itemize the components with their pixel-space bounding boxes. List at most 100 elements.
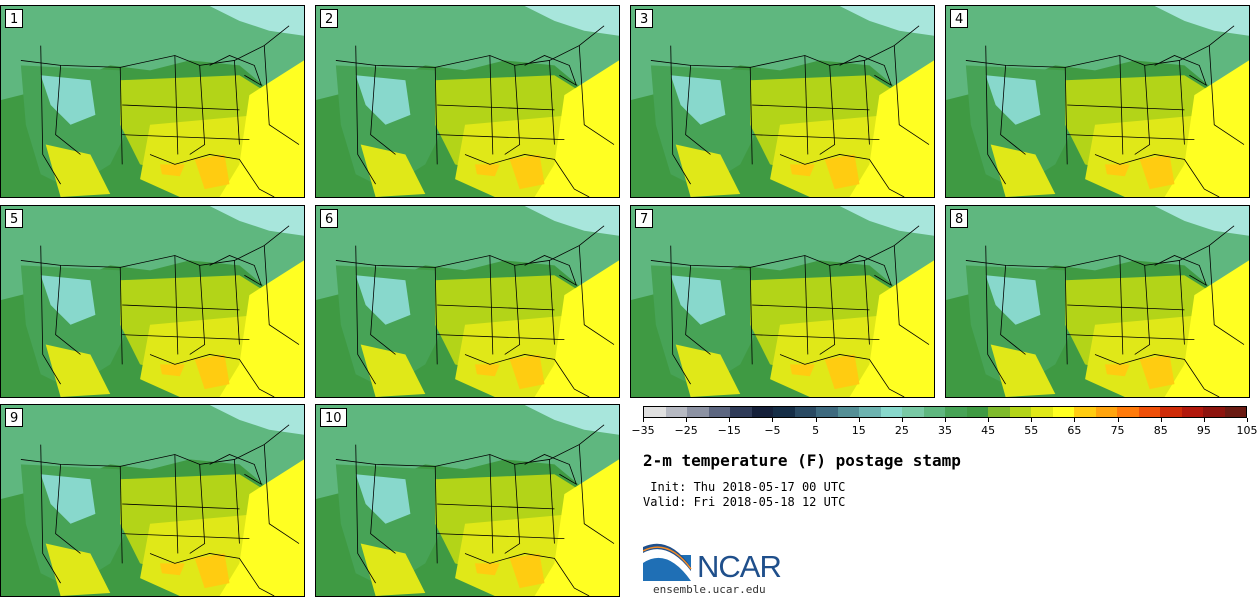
temperature-region bbox=[45, 543, 111, 596]
temperature-region bbox=[194, 354, 230, 390]
colorbar-swatch bbox=[1181, 407, 1203, 417]
state-border bbox=[1154, 255, 1208, 287]
ensemble-panel-6: 6 bbox=[315, 205, 620, 398]
temperature-map bbox=[1, 6, 304, 197]
colorbar-tick-label: 75 bbox=[1110, 424, 1125, 437]
temperature-map bbox=[631, 206, 934, 397]
state-border bbox=[20, 25, 290, 68]
temperature-region bbox=[1139, 354, 1175, 390]
state-border bbox=[1119, 255, 1124, 355]
state-border bbox=[1000, 65, 1026, 155]
colorbar-tick-label: 35 bbox=[938, 424, 952, 437]
state-border bbox=[234, 260, 240, 345]
ensemble-panel-5: 5 bbox=[0, 205, 305, 398]
state-border bbox=[1208, 245, 1245, 345]
colorbar-swatch bbox=[1160, 407, 1182, 417]
ncar-wordmark: NCAR bbox=[697, 549, 782, 584]
state-border bbox=[1064, 67, 1068, 165]
state-border bbox=[819, 265, 836, 355]
state-border bbox=[234, 60, 240, 145]
state-border bbox=[40, 45, 61, 185]
state-border bbox=[504, 65, 521, 155]
state-border bbox=[40, 444, 61, 584]
temperature-region bbox=[219, 459, 304, 596]
colorbar-tick bbox=[643, 418, 644, 422]
state-border bbox=[55, 464, 81, 554]
ensemble-panel-10: 10 bbox=[315, 404, 620, 597]
temperature-region bbox=[675, 144, 741, 197]
state-border bbox=[685, 265, 711, 355]
colorbar-swatch bbox=[773, 407, 795, 417]
state-border bbox=[370, 65, 396, 155]
colorbar-tick-label: −25 bbox=[674, 424, 698, 437]
colorbar-tick bbox=[1074, 418, 1076, 422]
temperature-region bbox=[159, 563, 185, 576]
member-label: 5 bbox=[5, 209, 24, 228]
state-border bbox=[119, 267, 123, 365]
temperature-region bbox=[789, 364, 815, 377]
member-label: 4 bbox=[950, 9, 969, 28]
temperature-region bbox=[1164, 60, 1249, 197]
state-border bbox=[189, 265, 206, 355]
temperature-region bbox=[474, 164, 500, 177]
ensemble-panel-1: 1 bbox=[0, 5, 305, 198]
temperature-region bbox=[675, 344, 741, 397]
state-border bbox=[504, 265, 521, 355]
state-border bbox=[864, 260, 870, 345]
state-border bbox=[437, 134, 565, 140]
state-border bbox=[434, 67, 438, 165]
colorbar-swatch bbox=[816, 407, 838, 417]
ensemble-panel-8: 8 bbox=[945, 205, 1250, 398]
colorbar-tick bbox=[901, 418, 903, 422]
state-border bbox=[504, 464, 521, 554]
state-border bbox=[578, 444, 615, 544]
temperature-region bbox=[360, 144, 426, 197]
colorbar-tick bbox=[1203, 418, 1205, 422]
temperature-map bbox=[1, 206, 304, 397]
temperature-region bbox=[824, 154, 860, 190]
state-border bbox=[263, 245, 300, 345]
colorbar-tick-label: −5 bbox=[764, 424, 781, 437]
state-border bbox=[20, 424, 290, 467]
state-border bbox=[464, 553, 590, 596]
temperature-region bbox=[219, 260, 304, 397]
state-border bbox=[1067, 304, 1185, 311]
colorbar-tick bbox=[772, 418, 774, 422]
temperature-region bbox=[839, 6, 934, 36]
colorbar-swatch bbox=[751, 407, 773, 417]
colorbar-tick-label: 105 bbox=[1236, 424, 1258, 437]
temperature-region bbox=[40, 474, 96, 524]
temperature-region bbox=[219, 60, 304, 197]
colorbar-tick-label: −35 bbox=[631, 424, 655, 437]
temperature-region bbox=[524, 6, 619, 36]
state-border bbox=[965, 25, 1235, 68]
state-border bbox=[335, 25, 605, 68]
state-border bbox=[752, 304, 870, 311]
temperature-region bbox=[360, 344, 426, 397]
temperature-map bbox=[316, 405, 619, 596]
member-label: 3 bbox=[635, 9, 654, 28]
state-border bbox=[122, 334, 250, 340]
temperature-region bbox=[355, 275, 411, 325]
member-label: 8 bbox=[950, 209, 969, 228]
state-border bbox=[524, 55, 578, 87]
member-label: 10 bbox=[320, 408, 347, 427]
state-border bbox=[549, 60, 555, 145]
state-border bbox=[20, 225, 290, 268]
state-border bbox=[355, 45, 376, 185]
colorbar-tick-label: 25 bbox=[894, 424, 909, 437]
ensemble-panel-3: 3 bbox=[630, 5, 935, 198]
colorbar-swatch bbox=[687, 407, 709, 417]
temperature-region bbox=[194, 154, 230, 190]
state-border bbox=[174, 454, 179, 554]
temperature-region bbox=[45, 144, 111, 197]
member-label: 9 bbox=[5, 408, 24, 427]
temperature-region bbox=[1164, 260, 1249, 397]
member-label: 6 bbox=[320, 209, 339, 228]
state-border bbox=[1064, 267, 1068, 365]
state-border bbox=[1154, 55, 1208, 87]
state-border bbox=[670, 245, 691, 385]
state-border bbox=[122, 134, 250, 140]
state-border bbox=[839, 255, 893, 287]
temperature-region bbox=[360, 543, 426, 596]
